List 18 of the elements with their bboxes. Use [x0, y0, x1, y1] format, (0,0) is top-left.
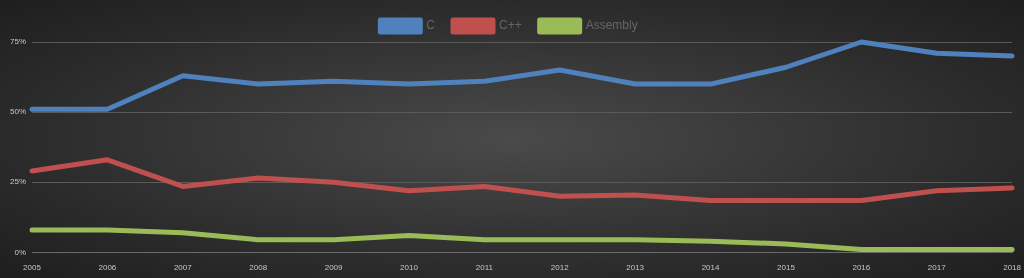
- x-tick-label: 2013: [626, 263, 645, 273]
- x-tick-label: 2014: [701, 263, 720, 273]
- x-tick-label: 2010: [400, 263, 419, 273]
- x-tick-label: 2008: [249, 263, 268, 273]
- y-tick-label: 25%: [10, 177, 27, 187]
- x-tick-label: 2007: [173, 263, 193, 273]
- x-tick-label: 2009: [324, 263, 344, 273]
- y-tick-label: 50%: [10, 107, 27, 117]
- x-tick-label: 2016: [852, 263, 871, 273]
- x-tick-label: 2005: [23, 263, 42, 273]
- x-tick-label: 2011: [475, 263, 494, 273]
- x-tick-label: 2017: [927, 263, 947, 273]
- x-tick-label: 2012: [550, 263, 570, 273]
- y-tick-label: 75%: [10, 37, 27, 47]
- x-tick-label: 2018: [1003, 263, 1022, 273]
- y-tick-label: 0%: [14, 247, 27, 257]
- x-tick-label: 2006: [98, 263, 117, 273]
- x-tick-label: 2015: [777, 263, 796, 273]
